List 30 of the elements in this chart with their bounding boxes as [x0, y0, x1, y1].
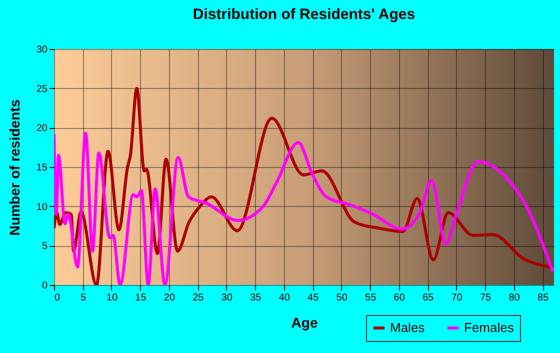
x-tick-label: 40: [278, 292, 290, 304]
y-tick-label: 10: [36, 202, 48, 213]
x-tick-label: 45: [308, 292, 320, 304]
x-tick-label: 85: [537, 292, 550, 304]
y-tick-label: 20: [36, 123, 48, 134]
x-tick-label: 55: [365, 292, 377, 304]
x-tick-label: 15: [135, 292, 147, 304]
x-tick-label: 70: [451, 292, 463, 304]
x-tick-label: 75: [480, 292, 492, 304]
x-tick-label: 50: [336, 292, 348, 304]
x-tick-label: 35: [250, 292, 262, 304]
y-tick-label: 5: [42, 241, 48, 252]
x-tick-label: 65: [422, 292, 434, 304]
y-tick-label: 30: [36, 44, 48, 56]
y-axis-title: Number of residents: [6, 99, 22, 236]
x-tick-label: 20: [164, 292, 176, 304]
x-tick-label: 30: [221, 292, 233, 304]
x-tick-label: 10: [106, 292, 118, 304]
x-tick-label: 60: [394, 292, 406, 304]
y-tick-label: 25: [36, 84, 48, 95]
y-tick-label: 15: [36, 162, 48, 174]
x-tick-label: 0: [54, 292, 60, 304]
x-axis-title: Age: [291, 314, 318, 330]
x-tick-label: 25: [192, 292, 204, 304]
x-tick-label: 5: [80, 292, 86, 304]
legend-label: Females: [464, 320, 514, 335]
legend-label: Males: [390, 320, 426, 335]
chart-title: Distribution of Residents' Ages: [192, 6, 416, 23]
y-tick-label: 0: [42, 280, 48, 292]
x-tick-label: 80: [508, 292, 520, 304]
